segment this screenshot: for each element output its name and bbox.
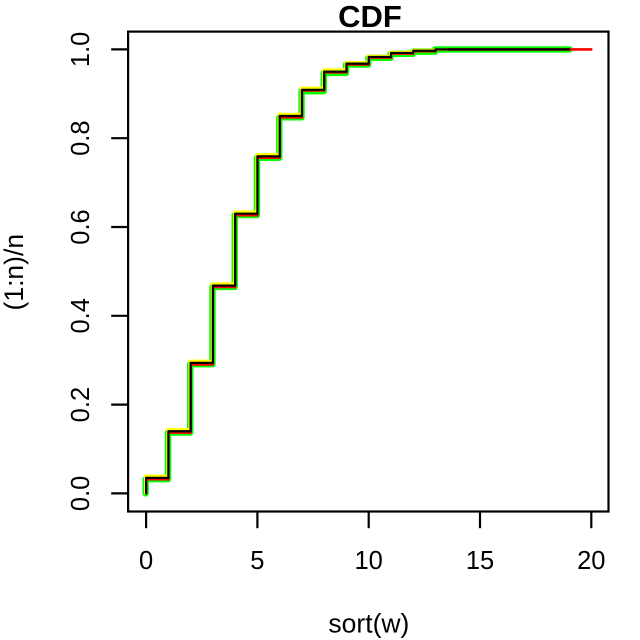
svg-text:0.6: 0.6 xyxy=(67,209,95,244)
svg-text:(1:n)/n: (1:n)/n xyxy=(0,234,29,311)
svg-text:0.2: 0.2 xyxy=(67,387,95,422)
svg-text:0.0: 0.0 xyxy=(67,476,95,511)
svg-text:15: 15 xyxy=(466,547,494,575)
svg-text:sort(w): sort(w) xyxy=(328,609,409,639)
svg-text:CDF: CDF xyxy=(338,0,402,34)
svg-text:10: 10 xyxy=(355,547,383,575)
svg-text:0: 0 xyxy=(139,547,153,575)
svg-text:20: 20 xyxy=(577,547,605,575)
svg-text:5: 5 xyxy=(250,547,264,575)
svg-text:0.4: 0.4 xyxy=(67,298,95,333)
svg-text:0.8: 0.8 xyxy=(67,120,95,155)
svg-text:1.0: 1.0 xyxy=(67,32,95,67)
